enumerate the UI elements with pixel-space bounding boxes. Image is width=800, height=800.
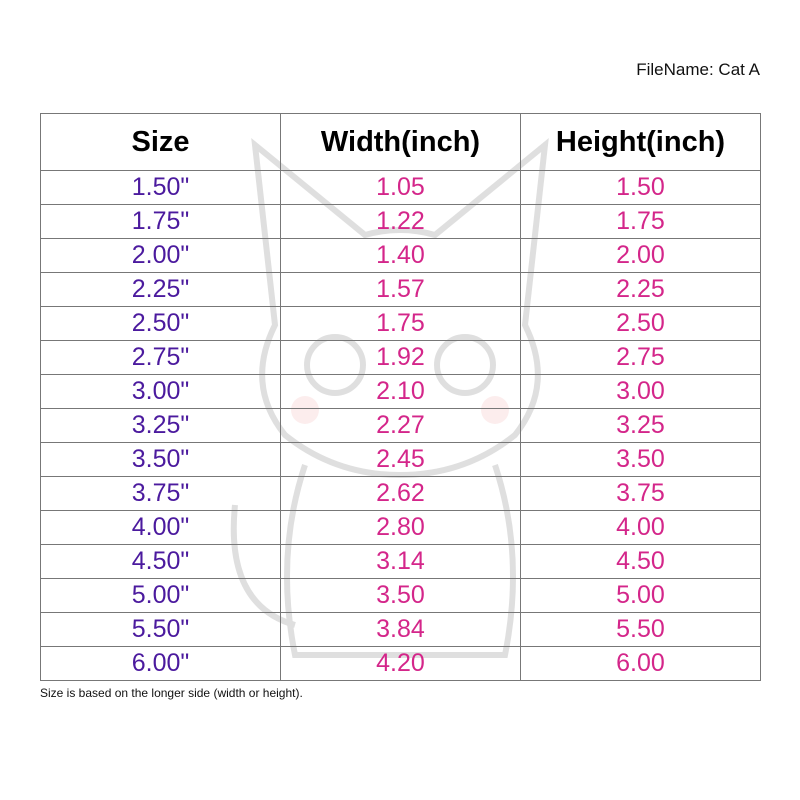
size-cell: 6.00" [40, 646, 281, 681]
height-cell: 3.00 [520, 374, 761, 409]
width-cell: 1.57 [280, 272, 521, 307]
table-row: 5.50" 3.84 5.50 [40, 612, 761, 647]
table-row: 2.50" 1.75 2.50 [40, 306, 761, 341]
size-cell: 5.00" [40, 578, 281, 613]
width-cell: 1.92 [280, 340, 521, 375]
file-name-label: FileName: Cat A [636, 60, 760, 79]
height-cell: 2.25 [520, 272, 761, 307]
width-cell: 3.14 [280, 544, 521, 579]
height-cell: 3.75 [520, 476, 761, 511]
height-cell: 2.50 [520, 306, 761, 341]
size-cell: 3.50" [40, 442, 281, 477]
width-cell: 2.27 [280, 408, 521, 443]
width-cell: 1.05 [280, 170, 521, 205]
table-row: 2.00" 1.40 2.00 [40, 238, 761, 273]
width-cell: 1.40 [280, 238, 521, 273]
size-cell: 4.00" [40, 510, 281, 545]
size-note: Size is based on the longer side (width … [40, 686, 303, 700]
size-cell: 4.50" [40, 544, 281, 579]
width-cell: 1.75 [280, 306, 521, 341]
table-row: 3.50" 2.45 3.50 [40, 442, 761, 477]
table-row: 2.75" 1.92 2.75 [40, 340, 761, 375]
table-row: 5.00" 3.50 5.00 [40, 578, 761, 613]
size-cell: 2.75" [40, 340, 281, 375]
height-cell: 3.25 [520, 408, 761, 443]
size-cell: 3.25" [40, 408, 281, 443]
width-cell: 1.22 [280, 204, 521, 239]
height-cell: 1.50 [520, 170, 761, 205]
table-row: 6.00" 4.20 6.00 [40, 646, 761, 681]
header-width: Width(inch) [280, 113, 521, 171]
table-row: 4.00" 2.80 4.00 [40, 510, 761, 545]
table-row: 1.50" 1.05 1.50 [40, 170, 761, 205]
size-cell: 1.75" [40, 204, 281, 239]
size-cell: 5.50" [40, 612, 281, 647]
height-cell: 4.00 [520, 510, 761, 545]
height-cell: 2.00 [520, 238, 761, 273]
width-cell: 4.20 [280, 646, 521, 681]
size-cell: 1.50" [40, 170, 281, 205]
header-size: Size [40, 113, 281, 171]
height-cell: 4.50 [520, 544, 761, 579]
height-cell: 3.50 [520, 442, 761, 477]
table-row: 2.25" 1.57 2.25 [40, 272, 761, 307]
width-cell: 3.50 [280, 578, 521, 613]
table-header-row: Size Width(inch) Height(inch) [40, 113, 761, 171]
height-cell: 5.50 [520, 612, 761, 647]
table-row: 1.75" 1.22 1.75 [40, 204, 761, 239]
header-height: Height(inch) [520, 113, 761, 171]
table-row: 3.75" 2.62 3.75 [40, 476, 761, 511]
width-cell: 2.62 [280, 476, 521, 511]
height-cell: 1.75 [520, 204, 761, 239]
width-cell: 2.10 [280, 374, 521, 409]
width-cell: 3.84 [280, 612, 521, 647]
table-row: 3.00" 2.10 3.00 [40, 374, 761, 409]
width-cell: 2.45 [280, 442, 521, 477]
size-cell: 2.50" [40, 306, 281, 341]
size-cell: 3.75" [40, 476, 281, 511]
size-chart-table: Size Width(inch) Height(inch) 1.50" 1.05 1… [40, 113, 761, 681]
table-row: 3.25" 2.27 3.25 [40, 408, 761, 443]
size-cell: 2.25" [40, 272, 281, 307]
height-cell: 2.75 [520, 340, 761, 375]
width-cell: 2.80 [280, 510, 521, 545]
size-cell: 3.00" [40, 374, 281, 409]
height-cell: 6.00 [520, 646, 761, 681]
size-cell: 2.00" [40, 238, 281, 273]
table-row: 4.50" 3.14 4.50 [40, 544, 761, 579]
height-cell: 5.00 [520, 578, 761, 613]
